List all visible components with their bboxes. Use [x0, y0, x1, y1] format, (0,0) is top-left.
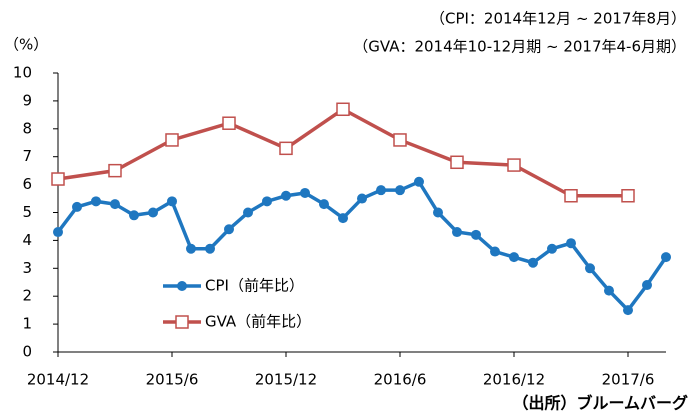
- y-tick-label: 3: [22, 259, 32, 277]
- point: [281, 190, 291, 201]
- point: [566, 238, 576, 249]
- point: [564, 189, 578, 203]
- point: [243, 207, 253, 218]
- y-tick-label: 7: [22, 147, 32, 165]
- point: [393, 133, 407, 147]
- point: [450, 155, 464, 170]
- point: [91, 196, 101, 207]
- point: [661, 252, 671, 263]
- point: [53, 227, 63, 238]
- y-tick-label: 8: [22, 119, 32, 137]
- point: [319, 199, 329, 210]
- subtitle: （GVA：2014年10-12月期 ~ 2017年4-6月期）: [353, 38, 686, 56]
- x-tick-label: 2015/12: [255, 371, 317, 389]
- point: [642, 280, 652, 291]
- point: [300, 187, 310, 198]
- x-tick-label: 2015/6: [146, 371, 199, 389]
- point: [585, 263, 595, 274]
- y-tick-label: 10: [13, 64, 32, 82]
- point: [509, 252, 519, 263]
- point: [604, 285, 614, 296]
- x-tick-label: 2014/12: [27, 371, 89, 389]
- source: （出所）ブルームバーグ: [512, 394, 688, 413]
- point: [547, 243, 557, 254]
- point: [148, 207, 158, 218]
- x-tick-label: 2017/6: [602, 371, 655, 389]
- point: [376, 185, 386, 196]
- subtitle: （CPI：2014年12月 ~ 2017年8月）: [430, 10, 686, 28]
- point: [621, 189, 635, 203]
- point: [222, 116, 236, 130]
- y-tick-label: 5: [22, 203, 32, 221]
- y-tick-label: 2: [22, 287, 32, 305]
- y-tick-label: 0: [22, 343, 32, 361]
- point: [108, 163, 122, 178]
- point: [279, 141, 293, 156]
- legend-label: GVA（前年比）: [205, 313, 311, 331]
- point: [528, 257, 538, 268]
- point: [395, 185, 405, 196]
- point: [51, 172, 65, 186]
- point: [471, 229, 481, 240]
- unit-label: （%）: [4, 36, 48, 54]
- point: [262, 196, 272, 207]
- point: [433, 207, 443, 218]
- point: [357, 193, 367, 204]
- point: [186, 243, 196, 254]
- legend-label: CPI（前年比）: [205, 277, 304, 295]
- point: [623, 305, 633, 316]
- point: [452, 227, 462, 238]
- point: [490, 246, 500, 257]
- y-tick-label: 1: [22, 315, 32, 333]
- legend-marker: [175, 315, 189, 329]
- point: [129, 210, 139, 221]
- point: [338, 213, 348, 224]
- x-tick-label: 2016/6: [374, 371, 427, 389]
- point: [165, 133, 179, 147]
- y-tick-label: 4: [22, 231, 32, 249]
- point: [167, 196, 177, 207]
- legend-marker: [177, 281, 187, 291]
- point: [224, 224, 234, 235]
- point: [507, 158, 521, 172]
- point: [72, 201, 82, 212]
- x-tick-label: 2016/12: [483, 371, 545, 389]
- y-tick-label: 6: [22, 175, 32, 193]
- series-line: [57, 107, 628, 198]
- point: [336, 102, 350, 117]
- point: [110, 199, 120, 210]
- point: [414, 176, 424, 187]
- point: [205, 243, 215, 254]
- y-tick-label: 9: [22, 91, 32, 109]
